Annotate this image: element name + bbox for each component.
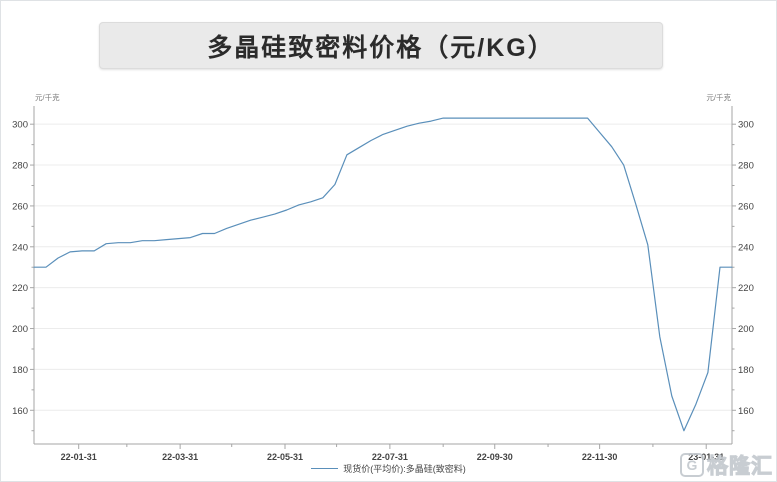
y-tick-label: 260 (738, 201, 754, 212)
x-tick-label: 22-09-30 (477, 452, 513, 462)
x-tick-label: 22-03-31 (162, 452, 198, 462)
price-series-line (33, 117, 733, 432)
y-unit-label-left: 元/千克 (35, 92, 60, 102)
y-tick-label: 240 (12, 242, 28, 253)
y-tick-label: 180 (738, 365, 754, 376)
y-tick-label: 160 (738, 406, 754, 417)
y-tick-label: 240 (738, 242, 754, 253)
legend: 现货价(平均价):多晶硅(致密料) (1, 461, 776, 475)
legend-line-sample (311, 467, 339, 469)
x-tick-label: 22-11-30 (582, 452, 618, 462)
y-tick-label: 260 (12, 201, 28, 212)
gelonghui-logo-icon: G (680, 453, 704, 477)
y-unit-label-right: 元/千克 (706, 92, 731, 102)
chart-title: 多晶硅致密料价格（元/KG） (207, 33, 555, 62)
y-tick-label: 280 (12, 161, 28, 172)
gelonghui-logo-text: 格隆汇 (707, 455, 773, 479)
y-tick-label: 200 (738, 324, 754, 335)
y-tick-label: 180 (12, 365, 28, 376)
x-tick-label: 22-05-31 (267, 452, 303, 462)
x-tick-label: 22-07-31 (372, 452, 408, 462)
y-tick-label: 280 (738, 161, 754, 172)
x-tick-label: 23-01-31 (688, 452, 724, 462)
y-tick-label: 220 (12, 283, 28, 294)
y-tick-label: 300 (12, 120, 28, 131)
legend-label: 现货价(平均价):多晶硅(致密料) (343, 463, 466, 474)
y-tick-label: 300 (738, 120, 754, 131)
gelonghui-watermark: G 格隆汇 (680, 451, 773, 479)
x-tick-label: 22-01-31 (61, 452, 97, 462)
chart-title-box: 多晶硅致密料价格（元/KG） (99, 22, 663, 69)
y-tick-label: 160 (12, 406, 28, 417)
y-tick-label: 220 (738, 283, 754, 294)
y-tick-label: 200 (12, 324, 28, 335)
